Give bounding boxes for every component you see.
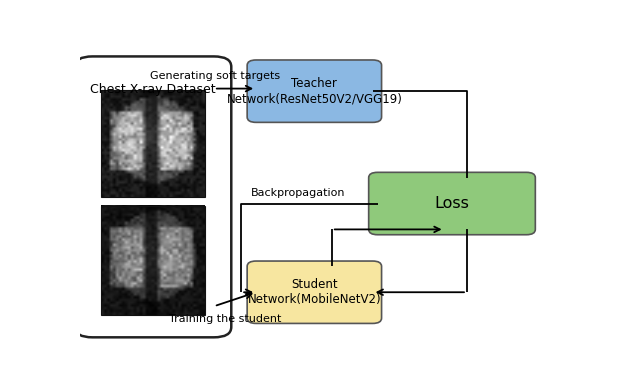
Text: Loss: Loss: [435, 196, 469, 211]
FancyBboxPatch shape: [247, 60, 381, 122]
Text: Training the student: Training the student: [169, 314, 281, 324]
Text: Student
Network(MobileNetV2): Student Network(MobileNetV2): [248, 278, 381, 306]
Bar: [101, 206, 205, 315]
Text: Teacher
Network(ResNet50V2/VGG19): Teacher Network(ResNet50V2/VGG19): [227, 77, 403, 105]
Text: Chest X-ray Dataset: Chest X-ray Dataset: [90, 83, 216, 96]
FancyBboxPatch shape: [369, 172, 535, 235]
Text: Generating soft targets: Generating soft targets: [150, 71, 280, 81]
FancyBboxPatch shape: [75, 56, 231, 337]
Bar: [101, 91, 205, 197]
Text: Backpropagation: Backpropagation: [251, 188, 346, 198]
FancyBboxPatch shape: [247, 261, 381, 323]
